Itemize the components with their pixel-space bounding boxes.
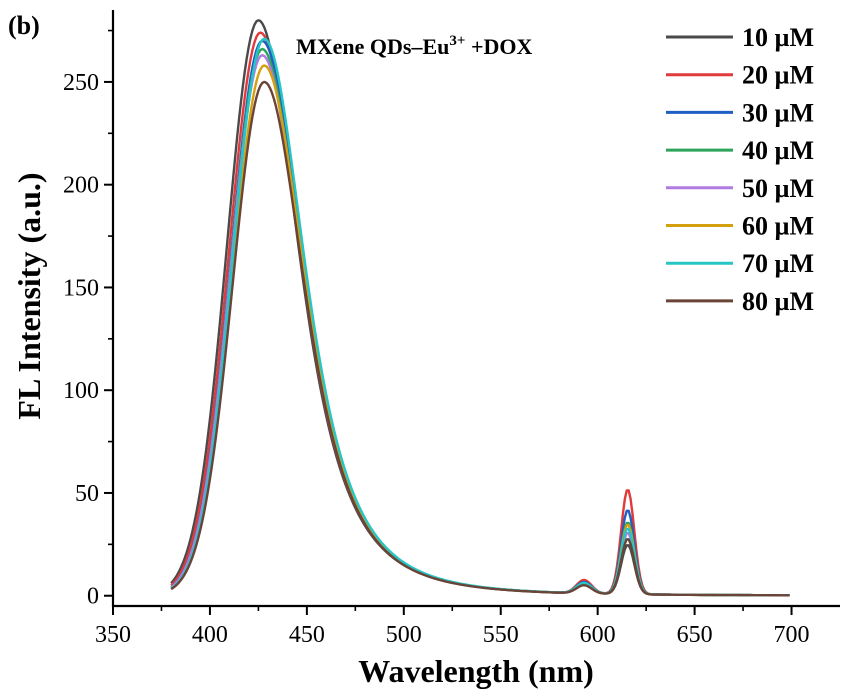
legend: 10 µM 20 µM 30 µM 40 µM 50 µM 60 µM 70 µM 80 µM bbox=[666, 23, 814, 316]
panel-label: (b) bbox=[8, 11, 40, 40]
x-tick-label: 500 bbox=[386, 622, 422, 648]
legend-label: 10 µM bbox=[742, 23, 814, 52]
y-tick-label: 200 bbox=[63, 173, 99, 199]
y-tick-label: 250 bbox=[63, 70, 99, 96]
series-line-4 bbox=[170, 47, 790, 597]
legend-label: 30 µM bbox=[742, 98, 814, 127]
y-axis-title: FL Intensity (a.u.) bbox=[11, 172, 47, 419]
legend-label: 80 µM bbox=[742, 287, 814, 316]
x-tick-label: 650 bbox=[677, 622, 713, 648]
legend-label: 70 µM bbox=[742, 249, 814, 278]
plot-lines bbox=[170, 19, 790, 597]
series-line-2 bbox=[170, 31, 790, 597]
y-tick-label: 150 bbox=[63, 275, 99, 301]
axes: 350 400 450 500 550 600 650 700 0 50 100 150 200 250 bbox=[63, 10, 840, 648]
y-tick-label: 50 bbox=[75, 481, 99, 507]
legend-label: 60 µM bbox=[742, 212, 814, 241]
series-line-7 bbox=[170, 37, 790, 597]
series-line-6 bbox=[170, 64, 790, 597]
series-line-1 bbox=[170, 19, 790, 597]
legend-label: 20 µM bbox=[742, 61, 814, 90]
y-tick-label: 0 bbox=[87, 584, 99, 610]
x-axis-title: Wavelength (nm) bbox=[358, 653, 594, 689]
series-line-5 bbox=[170, 54, 790, 597]
legend-label: 50 µM bbox=[742, 174, 814, 203]
series-line-8 bbox=[170, 80, 790, 597]
x-tick-label: 450 bbox=[289, 622, 325, 648]
x-tick-label: 400 bbox=[192, 622, 228, 648]
x-tick-label: 700 bbox=[774, 622, 810, 648]
legend-label: 40 µM bbox=[742, 136, 814, 165]
y-tick-label: 100 bbox=[63, 378, 99, 404]
x-tick-label: 350 bbox=[95, 622, 131, 648]
series-line-3 bbox=[170, 39, 790, 597]
x-tick-label: 550 bbox=[483, 622, 519, 648]
chart-annotation: MXene QDs–Eu3+ +DOX bbox=[296, 33, 532, 59]
x-tick-label: 600 bbox=[580, 622, 616, 648]
